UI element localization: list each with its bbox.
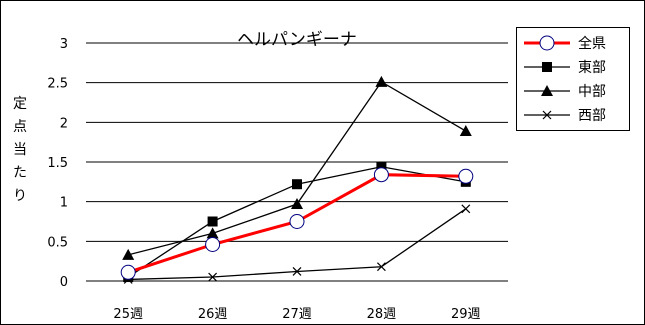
y-axis-label-char: 定 bbox=[13, 96, 27, 112]
y-tick-label: 1 bbox=[60, 196, 68, 211]
y-tick-label: 2 bbox=[60, 116, 68, 131]
y-tick-label: 0.5 bbox=[47, 235, 68, 250]
data-point-circle bbox=[120, 264, 136, 280]
x-axis-ticks: 25週 26週 27週 28週 29週 bbox=[113, 307, 480, 322]
data-point-circle bbox=[289, 214, 305, 229]
x-tick-label: 29週 bbox=[451, 307, 481, 322]
x-tick-label: 28週 bbox=[367, 307, 397, 322]
y-tick-label: 0 bbox=[60, 275, 68, 290]
data-point-x bbox=[376, 262, 386, 272]
legend-item: 中部 bbox=[524, 84, 606, 100]
legend-item: 西部 bbox=[524, 108, 606, 124]
data-point-circle bbox=[373, 167, 389, 183]
y-tick-label: 2.5 bbox=[47, 77, 68, 92]
y-tick-label: 3 bbox=[60, 37, 68, 52]
data-point-square bbox=[292, 179, 302, 190]
data-point-square bbox=[542, 62, 552, 72]
x-tick-label: 26週 bbox=[198, 307, 228, 322]
x-tick-label: 27週 bbox=[282, 307, 312, 322]
series-1 bbox=[120, 167, 474, 280]
y-tick-label: 1.5 bbox=[47, 156, 68, 171]
legend-label: 西部 bbox=[578, 108, 606, 124]
y-axis-label-char: 当 bbox=[13, 142, 27, 158]
y-axis-label-char: り bbox=[13, 188, 27, 204]
data-point-circle bbox=[205, 237, 221, 253]
data-point-triangle bbox=[291, 198, 303, 210]
data-point-circle bbox=[539, 35, 555, 51]
data-point-triangle bbox=[459, 125, 472, 137]
grid-lines bbox=[86, 42, 508, 282]
legend-box bbox=[516, 27, 630, 131]
legend-label: 中部 bbox=[578, 84, 606, 100]
y-axis-label-char: 点 bbox=[13, 119, 27, 135]
x-tick-label: 25週 bbox=[113, 307, 143, 322]
legend-item: 東部 bbox=[524, 60, 606, 76]
y-axis-ticks: 0 0.5 1 1.5 2 2.5 3 bbox=[47, 37, 68, 290]
y-axis-label-char: た bbox=[13, 165, 27, 181]
data-point-square bbox=[207, 216, 218, 227]
data-point-x bbox=[292, 267, 302, 276]
series-group bbox=[120, 75, 474, 284]
data-point-triangle bbox=[541, 85, 553, 96]
data-point-x bbox=[208, 272, 218, 282]
data-point-triangle bbox=[206, 227, 219, 239]
legend-label: 全県 bbox=[578, 35, 606, 52]
data-point-x bbox=[542, 110, 552, 120]
series-3 bbox=[122, 75, 472, 260]
data-point-x bbox=[461, 204, 471, 214]
data-point-triangle bbox=[375, 75, 388, 87]
chart-title: ヘルパンギーナ bbox=[237, 30, 357, 50]
data-point-triangle bbox=[122, 248, 135, 260]
data-point-square bbox=[376, 161, 387, 172]
legend-item: 全県 bbox=[524, 35, 606, 52]
legend-label: 東部 bbox=[578, 60, 606, 76]
data-point-circle bbox=[458, 168, 474, 184]
